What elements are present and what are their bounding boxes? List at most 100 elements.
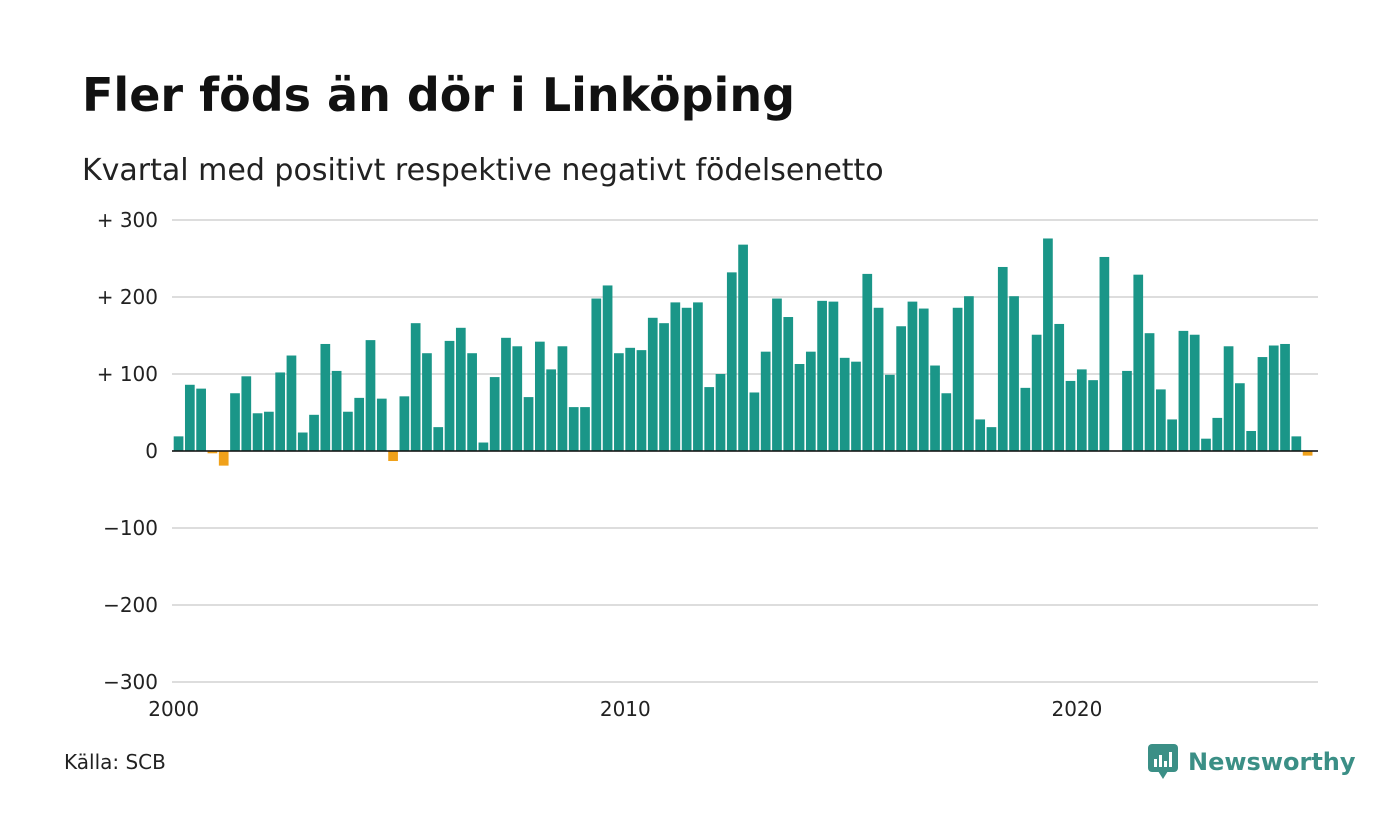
x-tick-label: 2020 [1051, 697, 1102, 721]
bar [512, 346, 523, 451]
x-axis-labels: 2000 2010 2020 [148, 697, 1102, 721]
x-tick-label: 2000 [148, 697, 199, 721]
bar [670, 302, 681, 451]
bar [1155, 389, 1166, 451]
y-tick-label: + 300 [97, 208, 158, 232]
bar [1065, 380, 1076, 451]
bar [422, 353, 432, 451]
source-note: Källa: SCB [64, 750, 166, 774]
bar [839, 357, 850, 451]
bar [941, 393, 952, 451]
bar [218, 451, 229, 466]
bar [704, 387, 715, 451]
bar [399, 396, 410, 451]
bar [851, 361, 861, 451]
bar [196, 388, 206, 451]
y-tick-label: + 100 [97, 362, 158, 386]
bar [1201, 438, 1211, 451]
bar [523, 397, 534, 451]
bar [1076, 369, 1087, 451]
bar-chart: + 300 + 200 + 100 0 −100 −200 −300 2000 2010 202… [97, 208, 1318, 721]
bar [1122, 370, 1132, 451]
bar [1280, 343, 1290, 451]
bar [783, 317, 794, 451]
bar [241, 376, 252, 451]
bar [1099, 256, 1110, 451]
bar [1246, 430, 1257, 451]
bar [636, 350, 647, 451]
bar [1212, 417, 1223, 451]
bar [546, 369, 556, 451]
bar [207, 451, 218, 454]
bar [1043, 238, 1053, 451]
bar [862, 273, 873, 451]
bars [173, 238, 1313, 466]
bar [1291, 436, 1302, 451]
brand-name: Newsworthy [1188, 748, 1356, 776]
y-tick-label: 0 [145, 439, 158, 463]
bar [964, 296, 974, 451]
bar [1257, 357, 1268, 451]
bar [1009, 296, 1019, 451]
bar [444, 340, 455, 451]
bar [1189, 334, 1200, 451]
chart-title: Fler föds än dör i Linköping [82, 68, 795, 122]
bar [331, 370, 342, 451]
bar [659, 323, 669, 451]
bar [1302, 451, 1313, 456]
bar [1167, 419, 1177, 451]
bar [309, 414, 319, 451]
bar [952, 307, 963, 451]
bar [1223, 346, 1234, 451]
y-axis-labels: + 300 + 200 + 100 0 −100 −200 −300 [97, 208, 158, 694]
bar [478, 442, 489, 451]
bar [275, 372, 286, 451]
bar [320, 343, 331, 451]
bar [467, 353, 477, 451]
bar [930, 365, 940, 451]
bar [760, 351, 771, 451]
y-tick-label: −300 [103, 670, 158, 694]
y-tick-label: + 200 [97, 285, 158, 309]
bar [772, 298, 782, 451]
bar [1088, 380, 1098, 451]
bar [693, 302, 703, 451]
bar [354, 397, 365, 451]
bar [1031, 334, 1042, 451]
bar [986, 427, 997, 451]
bar [557, 346, 568, 451]
bar [873, 307, 884, 451]
y-tick-label: −100 [103, 516, 158, 540]
bar [501, 337, 511, 451]
bar [433, 427, 444, 451]
bar [1020, 387, 1031, 451]
bar [1054, 323, 1065, 451]
bar [726, 272, 737, 451]
brand-logo: Newsworthy [1148, 744, 1356, 780]
bar [1178, 330, 1189, 451]
bar [388, 451, 398, 462]
bar [817, 300, 827, 451]
bar [805, 351, 816, 451]
bar [534, 341, 545, 451]
bar [591, 298, 602, 451]
bar [614, 353, 624, 451]
bar [997, 266, 1008, 451]
bar [173, 436, 184, 451]
bar [907, 301, 918, 451]
bar [489, 377, 500, 451]
bar [625, 347, 636, 451]
bar [794, 363, 805, 451]
x-tick-label: 2010 [600, 697, 651, 721]
bar [230, 393, 240, 451]
bar [252, 413, 263, 451]
bar [828, 301, 839, 451]
newsworthy-logo-icon [1148, 744, 1178, 779]
bar [343, 411, 353, 451]
bar [286, 355, 297, 451]
bar [376, 398, 387, 451]
bar [602, 285, 613, 451]
bar [715, 374, 726, 451]
bar [365, 340, 376, 451]
bar [1144, 333, 1155, 451]
